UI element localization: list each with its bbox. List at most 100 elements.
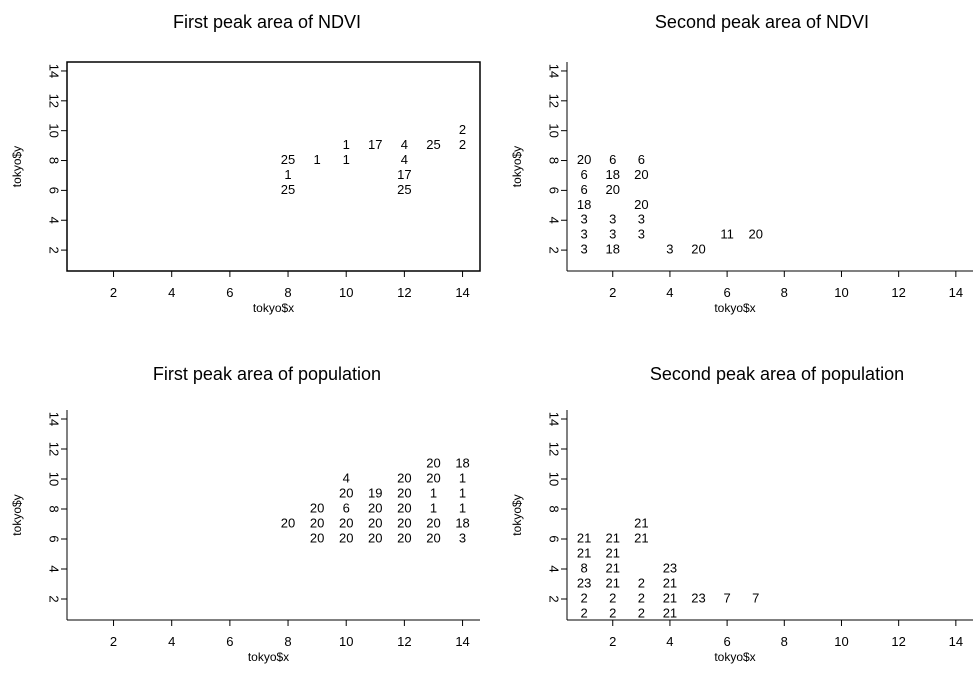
point-label: 21 <box>577 545 591 560</box>
x-tick-label: 2 <box>110 634 117 649</box>
point-label: 1 <box>314 152 321 167</box>
point-label: 6 <box>581 167 588 182</box>
x-tick-label: 6 <box>723 634 730 649</box>
point-label: 1 <box>343 137 350 152</box>
y-tick-label: 4 <box>547 565 562 572</box>
point-label: 25 <box>281 182 295 197</box>
point-label: 6 <box>609 152 616 167</box>
point-label: 20 <box>634 197 648 212</box>
point-label: 20 <box>397 500 411 515</box>
point-label: 21 <box>634 515 648 530</box>
x-tick-label: 12 <box>397 285 411 300</box>
point-label: 3 <box>638 212 645 227</box>
scatter-panel-4: Second peak area of population 2 4 6 8 10 12 14… <box>510 364 973 664</box>
x-tick-label: 2 <box>609 285 616 300</box>
point-label: 2 <box>581 590 588 605</box>
point-label: 20 <box>397 515 411 530</box>
y-tick-label: 8 <box>47 157 62 164</box>
scatter-panel-2: Second peak area of NDVI 2 4 6 8 10 12 14 2 4 6 8 10… <box>510 12 973 315</box>
point-label: 20 <box>339 515 353 530</box>
point-label: 21 <box>606 545 620 560</box>
point-label: 21 <box>663 590 677 605</box>
x-tick-label: 14 <box>455 285 469 300</box>
point-label: 21 <box>577 530 591 545</box>
point-label: 2 <box>609 605 616 620</box>
point-label: 1 <box>459 500 466 515</box>
chart-title: Second peak area of NDVI <box>655 12 869 32</box>
y-tick-label: 12 <box>47 94 62 108</box>
point-label: 25 <box>281 152 295 167</box>
y-tick-label: 10 <box>47 472 62 486</box>
point-label: 8 <box>581 560 588 575</box>
point-label: 20 <box>368 500 382 515</box>
point-label: 18 <box>606 242 620 257</box>
x-tick-label: 6 <box>226 285 233 300</box>
point-label: 18 <box>577 197 591 212</box>
point-label: 20 <box>310 530 324 545</box>
y-tick-label: 8 <box>547 157 562 164</box>
point-label: 1 <box>430 485 437 500</box>
x-axis-label: tokyo$x <box>253 301 294 315</box>
point-label: 20 <box>397 530 411 545</box>
y-tick-label: 10 <box>547 472 562 486</box>
point-label: 3 <box>638 227 645 242</box>
y-tick-label: 12 <box>47 442 62 456</box>
point-label: 21 <box>606 575 620 590</box>
point-label: 20 <box>634 167 648 182</box>
point-label: 19 <box>368 485 382 500</box>
point-label: 2 <box>459 137 466 152</box>
point-label: 3 <box>581 212 588 227</box>
y-tick-label: 6 <box>47 535 62 542</box>
x-tick-label: 14 <box>949 285 963 300</box>
point-label: 1 <box>284 167 291 182</box>
point-label: 20 <box>368 530 382 545</box>
x-tick-label: 10 <box>834 285 848 300</box>
x-tick-label: 2 <box>110 285 117 300</box>
point-label: 20 <box>339 485 353 500</box>
chart-title: First peak area of NDVI <box>173 12 361 32</box>
y-tick-label: 14 <box>47 412 62 426</box>
x-tick-label: 12 <box>891 285 905 300</box>
point-label: 6 <box>581 182 588 197</box>
point-label: 1 <box>430 500 437 515</box>
point-label: 2 <box>638 590 645 605</box>
x-tick-label: 8 <box>781 285 788 300</box>
x-tick-label: 4 <box>168 634 175 649</box>
point-label: 20 <box>310 500 324 515</box>
x-tick-label: 10 <box>339 285 353 300</box>
point-label: 20 <box>310 515 324 530</box>
point-label: 21 <box>663 605 677 620</box>
point-label: 20 <box>426 530 440 545</box>
y-tick-label: 14 <box>547 412 562 426</box>
x-tick-label: 14 <box>455 634 469 649</box>
point-label: 21 <box>606 560 620 575</box>
point-label: 25 <box>397 182 411 197</box>
y-tick-label: 8 <box>47 505 62 512</box>
point-label: 18 <box>606 167 620 182</box>
x-tick-label: 8 <box>284 634 291 649</box>
x-tick-label: 6 <box>226 634 233 649</box>
point-label: 20 <box>426 455 440 470</box>
y-tick-label: 6 <box>47 187 62 194</box>
point-label: 20 <box>577 152 591 167</box>
point-label: 18 <box>455 515 469 530</box>
point-label: 3 <box>666 242 673 257</box>
y-tick-label: 2 <box>547 595 562 602</box>
point-label: 2 <box>638 575 645 590</box>
point-label: 6 <box>343 500 350 515</box>
point-label: 6 <box>638 152 645 167</box>
y-tick-label: 6 <box>547 535 562 542</box>
y-tick-label: 4 <box>47 565 62 572</box>
point-label: 2 <box>581 605 588 620</box>
point-label: 1 <box>459 470 466 485</box>
y-tick-label: 10 <box>547 123 562 137</box>
y-tick-label: 2 <box>547 246 562 253</box>
chart-title: Second peak area of population <box>650 364 904 384</box>
x-tick-label: 6 <box>723 285 730 300</box>
point-label: 2 <box>638 605 645 620</box>
x-tick-label: 12 <box>891 634 905 649</box>
x-tick-label: 10 <box>339 634 353 649</box>
point-label: 4 <box>401 152 408 167</box>
y-tick-label: 4 <box>47 217 62 224</box>
y-axis-label: tokyo$y <box>10 146 24 187</box>
